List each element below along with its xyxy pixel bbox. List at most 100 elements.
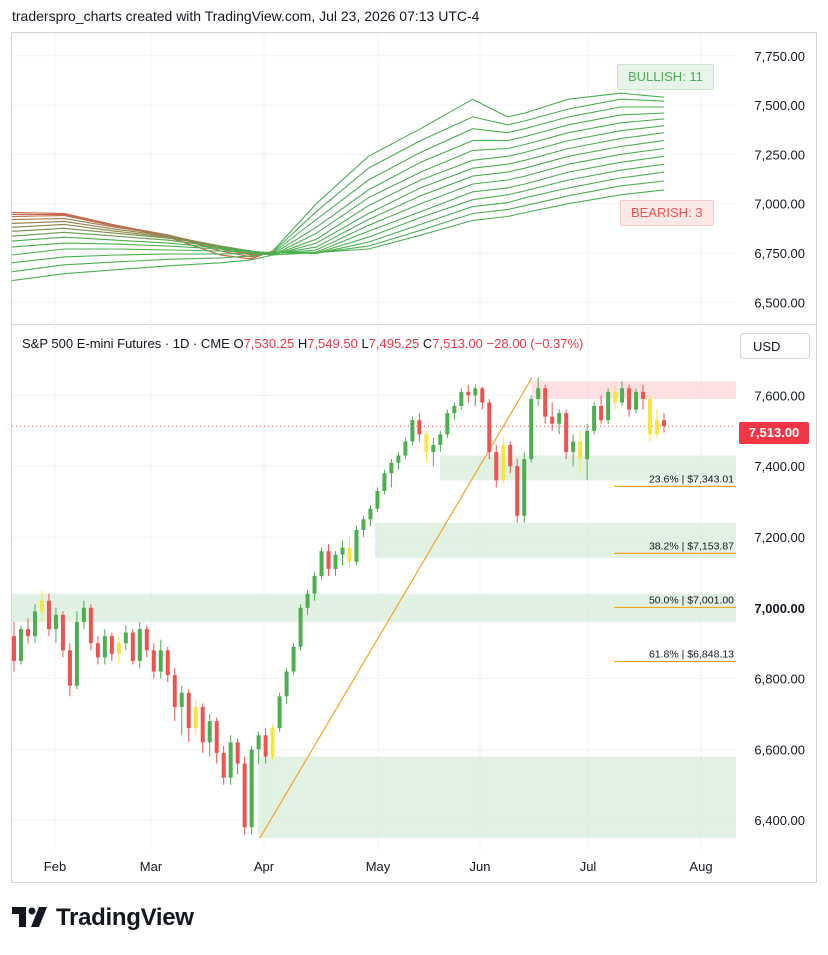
chart-frame bbox=[11, 32, 817, 883]
tradingview-logo-icon bbox=[12, 907, 47, 927]
ribbon-line bbox=[11, 132, 665, 256]
candle-body bbox=[599, 406, 604, 421]
ribbon-line bbox=[11, 180, 665, 273]
bullish-count-badge: BULLISH: 11 bbox=[617, 64, 714, 90]
candle-body bbox=[130, 632, 135, 661]
ribbon-line bbox=[11, 163, 665, 256]
candle-body bbox=[74, 621, 79, 686]
currency-button[interactable]: USD bbox=[740, 333, 810, 359]
candle-body bbox=[466, 391, 471, 396]
candle-body bbox=[368, 508, 373, 520]
candle-body bbox=[67, 650, 72, 686]
candle-body bbox=[88, 607, 93, 644]
candle-body bbox=[137, 629, 142, 661]
candle-body bbox=[529, 398, 534, 460]
ribbon-pane: 7,750.00 7,500.00 7,250.00 7,000.00 6,750.00… bbox=[11, 49, 805, 310]
ribbon-line bbox=[11, 140, 665, 255]
candle-body bbox=[480, 388, 485, 403]
candle-body bbox=[536, 388, 541, 399]
candle-body bbox=[627, 388, 632, 410]
tradingview-wordmark: TradingView bbox=[56, 904, 194, 931]
pane-divider[interactable] bbox=[11, 324, 817, 325]
ohlc-legend[interactable]: S&P 500 E-mini Futures · 1D · CME O7,530… bbox=[22, 336, 583, 351]
supply-zone bbox=[532, 381, 736, 399]
time-axis-label: Jun bbox=[470, 859, 491, 874]
candle-body bbox=[410, 420, 415, 442]
time-axis-label: May bbox=[366, 859, 391, 874]
time-axis-label: Aug bbox=[689, 859, 712, 874]
candle-body bbox=[550, 416, 555, 424]
symbol-label: S&P 500 E-mini Futures · 1D · CME bbox=[22, 336, 230, 351]
candle-body bbox=[620, 388, 625, 403]
candle-body bbox=[221, 752, 226, 778]
fib-level-label: 38.2% | $7,153.87 bbox=[649, 540, 734, 552]
candle-body bbox=[193, 706, 198, 729]
ribbon-y-tick-label: 7,000.00 bbox=[754, 197, 805, 212]
ribbon-y-tick-label: 7,250.00 bbox=[754, 147, 805, 162]
candle-body bbox=[60, 614, 65, 651]
candle-body bbox=[32, 611, 37, 637]
candle-body bbox=[172, 675, 177, 707]
chart-attribution: traderspro_charts created with TradingVi… bbox=[12, 8, 480, 24]
candle-body bbox=[571, 441, 576, 453]
candle-body bbox=[256, 735, 261, 750]
candle-body bbox=[417, 420, 422, 435]
ribbon-line bbox=[11, 189, 665, 282]
open-value: 7,530.25 bbox=[243, 336, 295, 351]
time-axis-label: Mar bbox=[140, 859, 163, 874]
candle-body bbox=[347, 547, 352, 562]
candle-body bbox=[235, 742, 240, 764]
time-axis-label: Feb bbox=[44, 859, 66, 874]
fib-level-label: 23.6% | $7,343.01 bbox=[649, 473, 734, 485]
candle-body bbox=[438, 434, 443, 445]
candle-body bbox=[305, 593, 310, 608]
candle-body bbox=[298, 607, 303, 647]
fib-level-label: 50.0% | $7,001.00 bbox=[649, 594, 734, 606]
price-y-tick-label: 6,400.00 bbox=[754, 813, 805, 828]
candle-body bbox=[242, 763, 247, 828]
candle-body bbox=[445, 413, 450, 435]
candle-body bbox=[662, 420, 666, 427]
candle-body bbox=[396, 455, 401, 463]
fib-level-label: 61.8% | $6,848.13 bbox=[649, 649, 734, 661]
price-y-tick-label: 7,200.00 bbox=[754, 530, 805, 545]
candle-body bbox=[501, 444, 506, 481]
candle-body bbox=[158, 650, 163, 672]
candle-body bbox=[179, 692, 184, 707]
tradingview-logo[interactable]: TradingView bbox=[12, 904, 194, 932]
ribbon-y-tick-label: 7,500.00 bbox=[754, 98, 805, 113]
candle-body bbox=[249, 749, 254, 828]
candle-body bbox=[340, 547, 345, 555]
candle-body bbox=[459, 391, 464, 407]
candle-body bbox=[277, 696, 282, 729]
demand-zone bbox=[258, 756, 736, 838]
candle-body bbox=[403, 441, 408, 456]
low-value: 7,495.25 bbox=[368, 336, 420, 351]
ribbon-line bbox=[12, 98, 665, 258]
candle-body bbox=[431, 444, 436, 453]
high-label: H bbox=[297, 336, 308, 351]
ribbon-line bbox=[11, 147, 665, 254]
candle-body bbox=[487, 402, 492, 453]
open-label: O bbox=[233, 336, 244, 351]
candle-body bbox=[123, 632, 128, 644]
high-value: 7,549.50 bbox=[307, 336, 358, 351]
candle-body bbox=[564, 413, 569, 453]
candle-body bbox=[25, 629, 30, 637]
candle-body bbox=[655, 420, 660, 435]
last-price-label: 7,513.00 bbox=[739, 422, 809, 444]
ribbon-y-tick-label: 6,500.00 bbox=[754, 295, 805, 310]
candle-body bbox=[95, 643, 100, 658]
candle-body bbox=[116, 643, 121, 654]
candle-body bbox=[319, 551, 324, 576]
time-axis-label: Apr bbox=[254, 859, 275, 874]
candle-body bbox=[375, 490, 380, 509]
candle-body bbox=[354, 529, 359, 562]
change-value: −28.00 (−0.37%) bbox=[486, 336, 584, 351]
candle-body bbox=[424, 434, 429, 453]
candle-body bbox=[53, 614, 58, 630]
candle-body bbox=[151, 650, 156, 672]
candle-body bbox=[543, 388, 548, 417]
candle-body bbox=[214, 721, 219, 753]
